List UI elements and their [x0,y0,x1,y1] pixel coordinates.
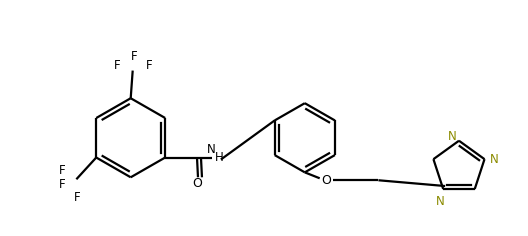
Text: O: O [322,174,332,187]
Text: F: F [146,59,153,72]
Text: F: F [74,190,81,204]
Text: O: O [192,177,202,190]
Text: N: N [436,195,445,208]
Text: F: F [114,59,120,72]
Text: F: F [130,50,137,63]
Text: N: N [448,130,457,143]
Text: N: N [206,143,215,156]
Text: F: F [59,164,66,177]
Text: N: N [489,153,498,166]
Text: H: H [214,151,223,164]
Text: F: F [59,178,66,191]
